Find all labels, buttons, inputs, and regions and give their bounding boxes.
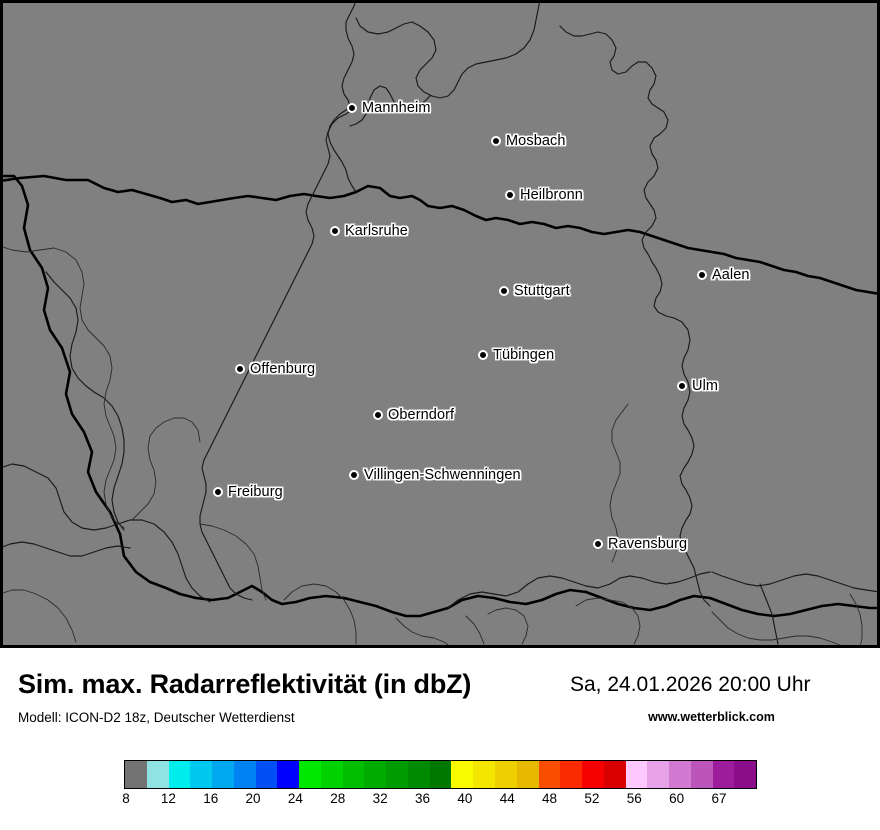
- city-dot-icon: [349, 470, 359, 480]
- colorbar-swatch: [473, 761, 496, 788]
- city-label: Villingen-Schwenningen: [364, 467, 521, 483]
- colorbar-swatch: [190, 761, 213, 788]
- colorbar-swatch: [647, 761, 670, 788]
- colorbar-swatch: [516, 761, 539, 788]
- colorbar-swatch: [386, 761, 408, 788]
- map-vector-layer: [0, 0, 880, 648]
- city-marker[interactable]: Mosbach: [491, 133, 566, 149]
- colorbar-swatch: [625, 761, 648, 788]
- colorbar-swatch: [168, 761, 191, 788]
- colorbar-swatch: [299, 761, 321, 788]
- city-label: Ravensburg: [608, 536, 688, 552]
- colorbar-swatch: [255, 761, 278, 788]
- colorbar-tick: 28: [330, 791, 346, 806]
- colorbar-tick: 12: [160, 791, 176, 806]
- colorbar-swatch: [560, 761, 583, 788]
- colorbar-swatch: [146, 761, 169, 788]
- city-marker[interactable]: Freiburg: [213, 484, 283, 500]
- colorbar-swatch: [669, 761, 691, 788]
- map-footer: Sim. max. Radarreflektivität (in dbZ) Mo…: [0, 648, 880, 830]
- city-marker[interactable]: Stuttgart: [499, 283, 570, 299]
- colorbar-swatch: [277, 761, 300, 788]
- colorbar-tick: 56: [626, 791, 642, 806]
- colorbar-swatch: [582, 761, 604, 788]
- city-dot-icon: [491, 136, 501, 146]
- city-marker[interactable]: Offenburg: [235, 361, 315, 377]
- colorbar-tick: 60: [669, 791, 685, 806]
- city-label: Ulm: [692, 378, 719, 394]
- city-dot-icon: [697, 270, 707, 280]
- colorbar-swatch: [603, 761, 626, 788]
- city-label: Stuttgart: [514, 283, 570, 299]
- valid-time-label: Sa, 24.01.2026 20:00 Uhr: [570, 673, 811, 696]
- colorbar-swatches[interactable]: [124, 760, 757, 789]
- colorbar-swatch: [364, 761, 387, 788]
- city-dot-icon: [499, 286, 509, 296]
- city-marker[interactable]: Ulm: [677, 378, 718, 394]
- colorbar-tick: 36: [414, 791, 431, 806]
- colorbar-tick: 44: [499, 791, 515, 806]
- city-label: Tübingen: [493, 347, 555, 363]
- city-marker[interactable]: Ravensburg: [593, 536, 687, 552]
- city-marker[interactable]: Aalen: [697, 267, 750, 283]
- city-dot-icon: [478, 350, 488, 360]
- colorbar-swatch: [429, 761, 452, 788]
- colorbar-swatch: [495, 761, 517, 788]
- city-label: Karlsruhe: [345, 223, 408, 239]
- city-label: Heilbronn: [520, 187, 583, 203]
- colorbar-tick: 20: [245, 791, 261, 806]
- colorbar-swatch: [538, 761, 561, 788]
- colorbar-swatch: [342, 761, 365, 788]
- city-dot-icon: [677, 381, 687, 391]
- colorbar-swatch: [690, 761, 713, 788]
- city-marker[interactable]: Villingen-Schwenningen: [349, 467, 521, 483]
- colorbar-tick: 40: [457, 791, 473, 806]
- city-label: Oberndorf: [388, 407, 455, 423]
- city-dot-icon: [235, 364, 245, 374]
- city-marker[interactable]: Karlsruhe: [330, 223, 408, 239]
- colorbar-swatch: [451, 761, 474, 788]
- colorbar-tick: 67: [711, 791, 727, 806]
- colorbar-swatch: [734, 761, 757, 788]
- colorbar-swatch: [233, 761, 256, 788]
- weather-map[interactable]: Mannheim Mosbach Heilbronn Karlsruhe Aalen St…: [0, 0, 880, 648]
- district-borders: [0, 245, 863, 648]
- colorbar-tick: 48: [542, 791, 558, 806]
- colorbar[interactable]: 8 12 16 20 24 28 32 36 40 44 48 52 56 60 67: [122, 760, 757, 806]
- city-dot-icon: [347, 103, 357, 113]
- colorbar-swatch: [712, 761, 735, 788]
- city-marker[interactable]: Oberndorf: [373, 407, 454, 423]
- city-dot-icon: [593, 539, 603, 549]
- city-dot-icon: [213, 487, 223, 497]
- city-marker[interactable]: Heilbronn: [505, 187, 583, 203]
- city-dot-icon: [505, 190, 515, 200]
- colorbar-tick: 8: [122, 791, 130, 806]
- colorbar-tick-labels: 8 12 16 20 24 28 32 36 40 44 48 52 56 60 67: [122, 791, 757, 813]
- state-borders: [0, 0, 880, 645]
- site-url-label: www.wetterblick.com: [648, 710, 775, 724]
- city-label: Freiburg: [228, 484, 283, 500]
- page-title: Sim. max. Radarreflektivität (in dbZ): [18, 669, 472, 699]
- city-dot-icon: [373, 410, 383, 420]
- colorbar-swatch: [212, 761, 234, 788]
- colorbar-tick: 16: [203, 791, 219, 806]
- map-frame: [0, 0, 880, 648]
- colorbar-swatch: [407, 761, 430, 788]
- model-subtitle: Modell: ICON-D2 18z, Deutscher Wetterdie…: [18, 710, 295, 725]
- colorbar-swatch: [125, 761, 147, 788]
- colorbar-tick: 24: [287, 791, 303, 806]
- city-marker[interactable]: Mannheim: [347, 100, 431, 116]
- city-label: Mosbach: [506, 133, 566, 149]
- colorbar-tick: 32: [372, 791, 388, 806]
- city-label: Aalen: [712, 267, 750, 283]
- city-dot-icon: [330, 226, 340, 236]
- country-borders: [0, 174, 880, 618]
- city-label: Mannheim: [362, 100, 431, 116]
- city-label: Offenburg: [250, 361, 316, 377]
- colorbar-swatch: [320, 761, 343, 788]
- colorbar-tick: 52: [584, 791, 600, 806]
- city-marker[interactable]: Tübingen: [478, 347, 554, 363]
